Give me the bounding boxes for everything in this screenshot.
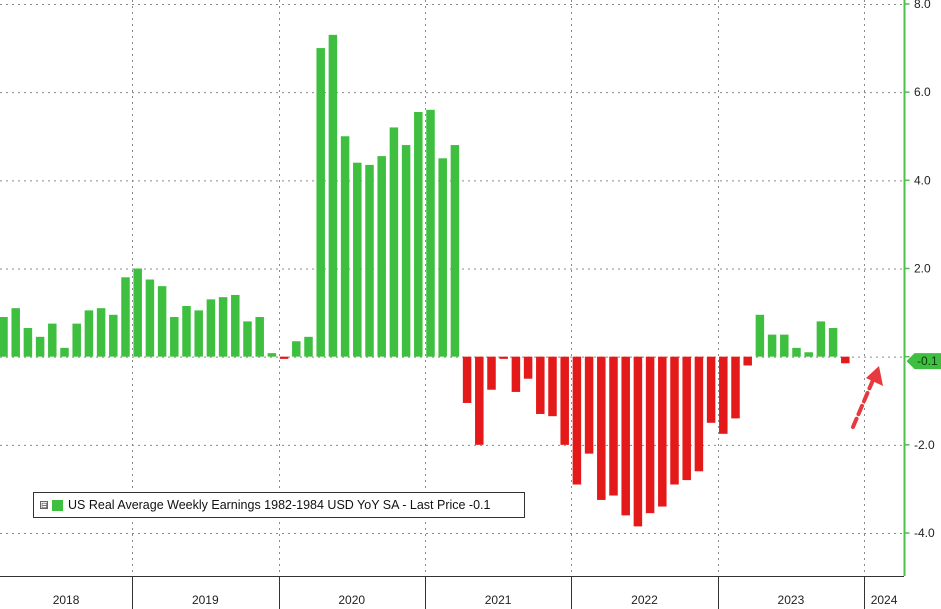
legend-toggle-icon[interactable]: ⊟ <box>40 501 48 510</box>
bar <box>389 127 399 357</box>
bar <box>60 347 69 357</box>
bar <box>828 328 838 357</box>
bar <box>719 356 728 434</box>
bar <box>35 336 45 357</box>
bar <box>536 356 545 414</box>
bar <box>194 310 203 357</box>
bar <box>755 314 765 357</box>
bar <box>487 356 496 390</box>
bar <box>560 356 569 445</box>
x-tick-label: 2024 <box>871 593 898 607</box>
bar <box>816 321 826 357</box>
bar <box>84 310 94 357</box>
bar <box>23 328 33 357</box>
bar <box>682 356 691 481</box>
bar <box>414 112 423 357</box>
legend-swatch <box>52 499 63 511</box>
y-axis: 8.0 6.0 4.0 2.0 -2.0 -4.0 -0.1 <box>903 0 941 576</box>
y-tick-label: 4.0 <box>914 173 931 187</box>
y-tick-label: -4.0 <box>914 526 935 540</box>
y-tick-label: -2.0 <box>914 438 935 452</box>
bar <box>72 323 81 357</box>
y-tick-label: 8.0 <box>914 0 931 11</box>
bar <box>96 308 106 357</box>
bar <box>133 268 142 357</box>
red-arrow-annotation <box>851 366 883 429</box>
bar <box>597 356 606 500</box>
bar <box>633 356 643 527</box>
last-price-tag: -0.1 <box>906 353 941 370</box>
bar <box>792 347 801 357</box>
bar <box>499 356 508 359</box>
bar <box>218 297 228 357</box>
x-tick-label: 2021 <box>485 593 512 607</box>
bars <box>0 34 850 527</box>
bar <box>365 164 374 357</box>
x-tick-label: 2018 <box>53 593 80 607</box>
x-axis: 2018 2019 2020 2021 2022 2023 2024 <box>0 576 904 609</box>
bar <box>658 356 667 507</box>
arrow-head <box>866 366 883 386</box>
bar <box>584 356 594 454</box>
bar <box>450 145 460 357</box>
last-price-tag-bg <box>906 353 941 370</box>
bar <box>255 316 264 357</box>
arrow-shaft <box>851 378 875 429</box>
y-tick-label: 2.0 <box>914 262 931 276</box>
bar <box>780 334 789 357</box>
bar <box>438 158 447 357</box>
legend: ⊟ US Real Average Weekly Earnings 1982-1… <box>33 492 525 518</box>
bar <box>401 145 411 357</box>
bar <box>304 336 313 357</box>
bar <box>0 316 8 357</box>
bar <box>670 356 679 485</box>
bar <box>316 48 325 357</box>
x-tick-label: 2019 <box>192 593 219 607</box>
bar <box>121 277 130 357</box>
annotations <box>851 366 883 429</box>
bar <box>170 316 179 357</box>
bar <box>328 34 338 357</box>
bar <box>182 305 191 357</box>
bar <box>548 356 557 417</box>
y-tick-label: 6.0 <box>914 85 931 99</box>
x-tick-label: 2020 <box>338 593 365 607</box>
bar <box>11 308 20 357</box>
bar <box>48 323 57 357</box>
x-tick-label: 2022 <box>631 593 658 607</box>
bar <box>609 356 618 496</box>
bar <box>353 162 362 357</box>
bar <box>462 356 472 403</box>
bar <box>475 356 484 445</box>
bar <box>694 356 704 472</box>
bar <box>706 356 716 423</box>
bar <box>231 294 240 357</box>
bar <box>511 356 521 392</box>
bar <box>426 109 435 357</box>
bar <box>743 356 752 366</box>
bar <box>292 341 301 357</box>
bar <box>340 136 350 357</box>
bar <box>377 156 386 357</box>
bar <box>804 352 813 357</box>
x-tick-label: 2023 <box>778 593 805 607</box>
bar <box>645 356 655 514</box>
bar <box>621 356 630 516</box>
bar <box>572 356 582 485</box>
bar <box>767 334 777 357</box>
bar <box>841 356 850 364</box>
bar <box>731 356 740 419</box>
last-price-label: -0.1 <box>917 354 938 368</box>
bar <box>109 314 118 357</box>
bar <box>206 299 216 357</box>
legend-text: US Real Average Weekly Earnings 1982-198… <box>68 498 491 512</box>
bar <box>279 356 289 359</box>
bar <box>243 321 252 357</box>
bar <box>267 353 277 357</box>
bar <box>157 286 167 357</box>
bar <box>523 356 533 379</box>
bar <box>145 279 155 357</box>
